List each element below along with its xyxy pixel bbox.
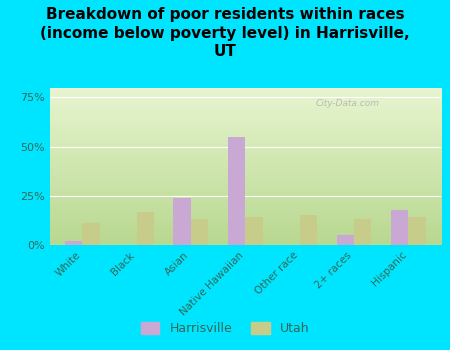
Bar [391,210,409,245]
Text: City-Data.com: City-Data.com [316,99,380,107]
Bar [337,235,354,245]
Bar [82,223,99,245]
Bar [174,198,191,245]
Text: Breakdown of poor residents within races
(income below poverty level) in Harrisv: Breakdown of poor residents within races… [40,7,410,59]
Bar [300,216,317,245]
Bar [136,211,154,245]
Bar [191,219,208,245]
Bar [354,219,371,245]
Bar [65,241,82,245]
Bar [228,137,245,245]
Legend: Harrisville, Utah: Harrisville, Utah [136,317,314,340]
Bar [409,217,426,245]
Bar [245,217,263,245]
